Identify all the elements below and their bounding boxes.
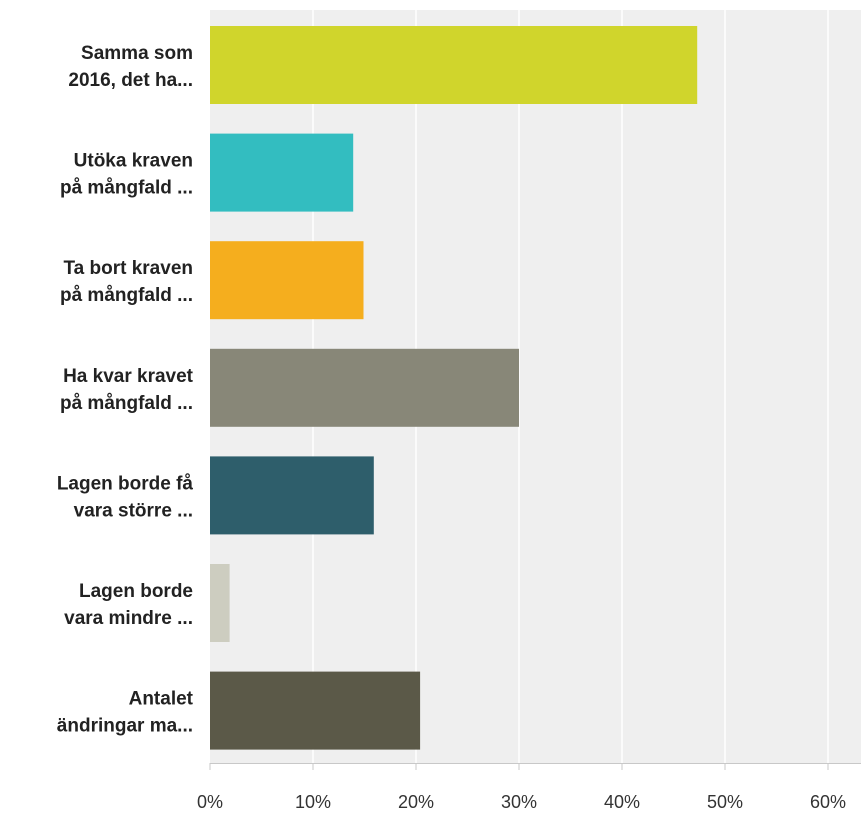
bar	[210, 564, 230, 642]
category-label-line: på mångfald ...	[60, 178, 193, 199]
category-label-line: Lagen borde	[79, 581, 193, 602]
x-tick-label: 30%	[501, 792, 537, 812]
category-label-line: på mångfald ...	[60, 285, 193, 306]
axes	[209, 763, 861, 770]
category-labels: Samma som 2016, det ha... Utöka kraven på m…	[57, 43, 194, 737]
bars	[210, 26, 698, 750]
bar	[210, 348, 519, 427]
tick-labels: 0% 10% 20% 30% 40% 50% 60%	[197, 792, 846, 812]
category-label: Utöka kraven på mångfald ...	[60, 151, 193, 199]
category-label-line: Ta bort kraven	[63, 258, 193, 279]
category-label-line: Samma som	[81, 43, 193, 64]
bar	[210, 26, 698, 104]
category-label: Ha kvar kravet på mångfald ...	[60, 366, 194, 414]
bar	[210, 133, 354, 212]
category-label-line: Lagen borde få	[57, 473, 194, 494]
x-tick-label: 10%	[295, 792, 331, 812]
category-label: Lagen borde vara mindre ...	[64, 581, 193, 629]
category-label-line: Antalet	[129, 689, 194, 710]
x-tick-label: 50%	[707, 792, 743, 812]
category-label-line: 2016, det ha...	[68, 70, 193, 91]
category-label-line: ändringar ma...	[57, 716, 193, 737]
bar	[210, 456, 374, 535]
category-label-line: vara mindre ...	[64, 608, 193, 629]
category-label: Ta bort kraven på mångfald ...	[60, 258, 193, 306]
category-label-line: Utöka kraven	[74, 151, 193, 172]
x-tick-label: 0%	[197, 792, 223, 812]
category-label-line: Ha kvar kravet	[63, 366, 194, 387]
category-label: Lagen borde få vara större ...	[57, 473, 194, 521]
category-label-line: på mångfald ...	[60, 393, 193, 414]
x-tick-label: 20%	[398, 792, 434, 812]
category-label-line: vara större ...	[74, 500, 193, 521]
bar	[210, 241, 364, 320]
x-tick-label: 60%	[810, 792, 846, 812]
x-tick-label: 40%	[604, 792, 640, 812]
category-label: Antalet ändringar ma...	[57, 689, 194, 737]
bar	[210, 671, 421, 750]
category-label: Samma som 2016, det ha...	[68, 43, 193, 91]
